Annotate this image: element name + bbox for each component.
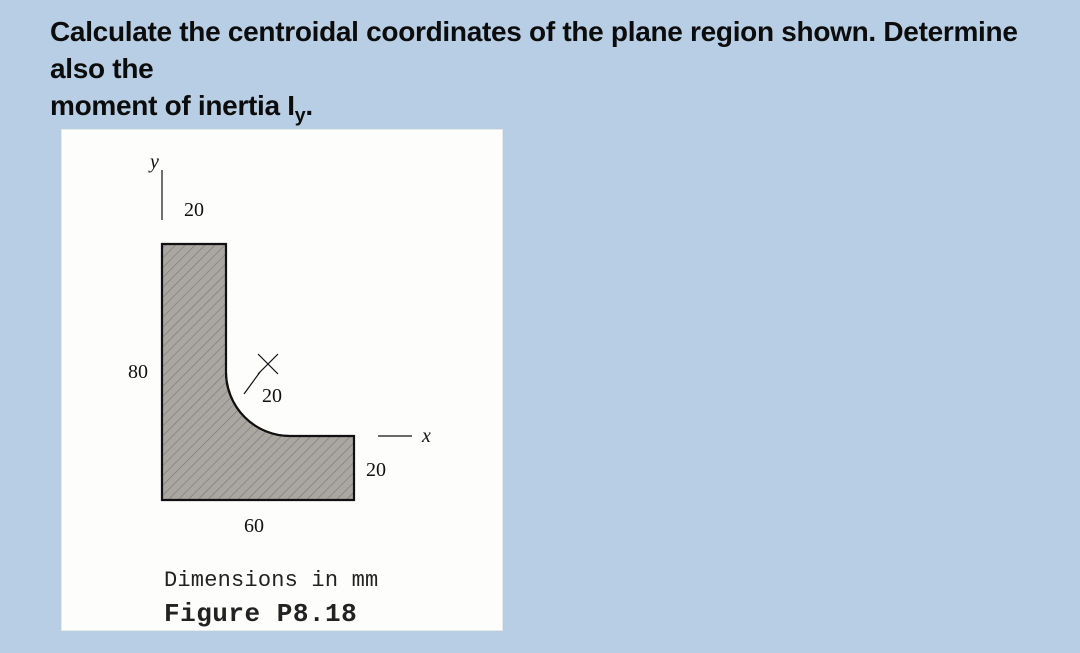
caption-figure-number: Figure P8.18 [164,599,378,629]
angle-shape-hatch [162,244,354,500]
caption-dimensions: Dimensions in mm [164,568,378,593]
problem-line1: Calculate the centroidal coordinates of … [50,16,1018,84]
x-axis-label: x [421,425,431,447]
figure-svg-wrap: y 20 80 20 x [82,140,482,565]
dim-bottom: 60 [244,515,264,537]
figure-caption: Dimensions in mm Figure P8.18 [164,568,378,629]
page: Calculate the centroidal coordinates of … [0,0,1080,653]
figure-svg: y 20 80 20 x [82,140,482,560]
figure-panel: y 20 80 20 x [62,130,502,630]
problem-subscript: y [295,105,306,127]
problem-statement: Calculate the centroidal coordinates of … [50,14,1040,129]
problem-line2a: moment of inertia I [50,90,295,121]
problem-line2b: . [305,90,312,121]
dim-right: 20 [366,459,386,481]
dim-left: 80 [128,361,148,383]
dim-fillet: 20 [262,385,282,407]
dim-top: 20 [184,199,204,221]
y-axis-label: y [148,151,159,173]
